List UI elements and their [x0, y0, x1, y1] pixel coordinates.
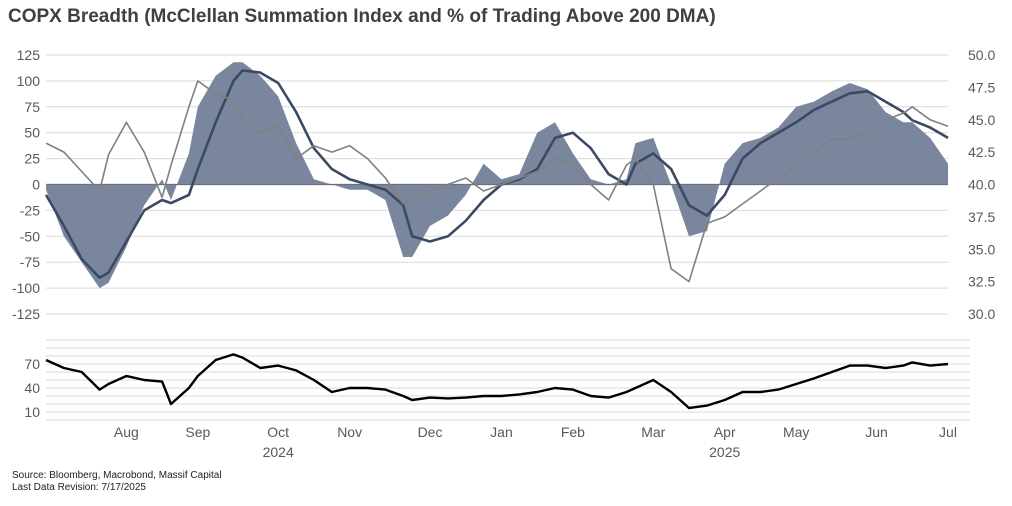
series-lines-layer: [44, 69, 949, 410]
revision-line: Last Data Revision: 7/17/2025: [12, 482, 146, 493]
source-line: Source: Bloomberg, Macrobond, Massif Cap…: [12, 470, 222, 481]
source-note: Source: Bloomberg, Macrobond, Massif Cap…: [12, 470, 222, 494]
month-label: Apr: [714, 424, 736, 440]
right-tick-label: 37.5: [968, 209, 995, 225]
pct-level-line: [45, 353, 949, 410]
right-tick-label: 50.0: [968, 47, 995, 63]
month-label: Dec: [418, 424, 443, 440]
left-tick-label: -75: [20, 254, 40, 270]
left-tick-label: 50: [24, 125, 40, 141]
bottom-tick-label: 10: [24, 404, 40, 420]
month-label: Aug: [114, 424, 139, 440]
month-label: Sep: [185, 424, 210, 440]
year-label: 2025: [709, 444, 740, 460]
month-label: Jun: [865, 424, 888, 440]
right-tick-label: 35.0: [968, 241, 995, 257]
left-tick-label: -25: [20, 202, 40, 218]
right-axis: 30.0 32.5 35.0 37.5 40.0 42.5 45.0 47.5 50.0: [968, 47, 995, 322]
left-axis: -125 -100 -75 -50 -25 0 25 50 75 100 125: [12, 47, 40, 322]
left-tick-label: -50: [20, 228, 40, 244]
right-tick-label: 32.5: [968, 274, 995, 290]
bottom-gridlines: [46, 339, 970, 421]
left-tick-label: 125: [17, 47, 41, 63]
right-tick-label: 30.0: [968, 306, 995, 322]
month-label: May: [783, 424, 809, 440]
left-tick-label: -100: [12, 280, 40, 296]
month-label: Mar: [641, 424, 665, 440]
bottom-tick-label: 40: [24, 380, 40, 396]
month-label: Oct: [267, 424, 289, 440]
right-tick-label: 42.5: [968, 144, 995, 160]
smoothed-summation-line: [44, 69, 949, 280]
bottom-tick-label: 70: [24, 356, 40, 372]
month-label: Nov: [337, 424, 362, 440]
month-label: Feb: [561, 424, 585, 440]
left-tick-label: 75: [24, 99, 40, 115]
summation-index-area: [46, 62, 948, 289]
month-label: Jan: [490, 424, 513, 440]
month-label: Jul: [939, 424, 957, 440]
pct-above-200dma-line: [45, 80, 949, 283]
year-label: 2024: [263, 444, 294, 460]
bottom-panel-axis: 10 40 70: [24, 356, 40, 420]
right-tick-label: 47.5: [968, 79, 995, 95]
right-tick-label: 45.0: [968, 112, 995, 128]
chart-title: COPX Breadth (McClellan Summation Index …: [8, 6, 716, 27]
left-tick-label: 25: [24, 151, 40, 167]
left-tick-label: 100: [17, 73, 41, 89]
left-tick-label: 0: [32, 177, 40, 193]
summation-area-layer: [46, 62, 948, 289]
x-axis: Aug Sep Oct Nov Dec Jan Feb Mar Apr May Jun Jul 2024…: [114, 424, 957, 460]
left-tick-label: -125: [12, 306, 40, 322]
right-tick-label: 40.0: [968, 177, 995, 193]
